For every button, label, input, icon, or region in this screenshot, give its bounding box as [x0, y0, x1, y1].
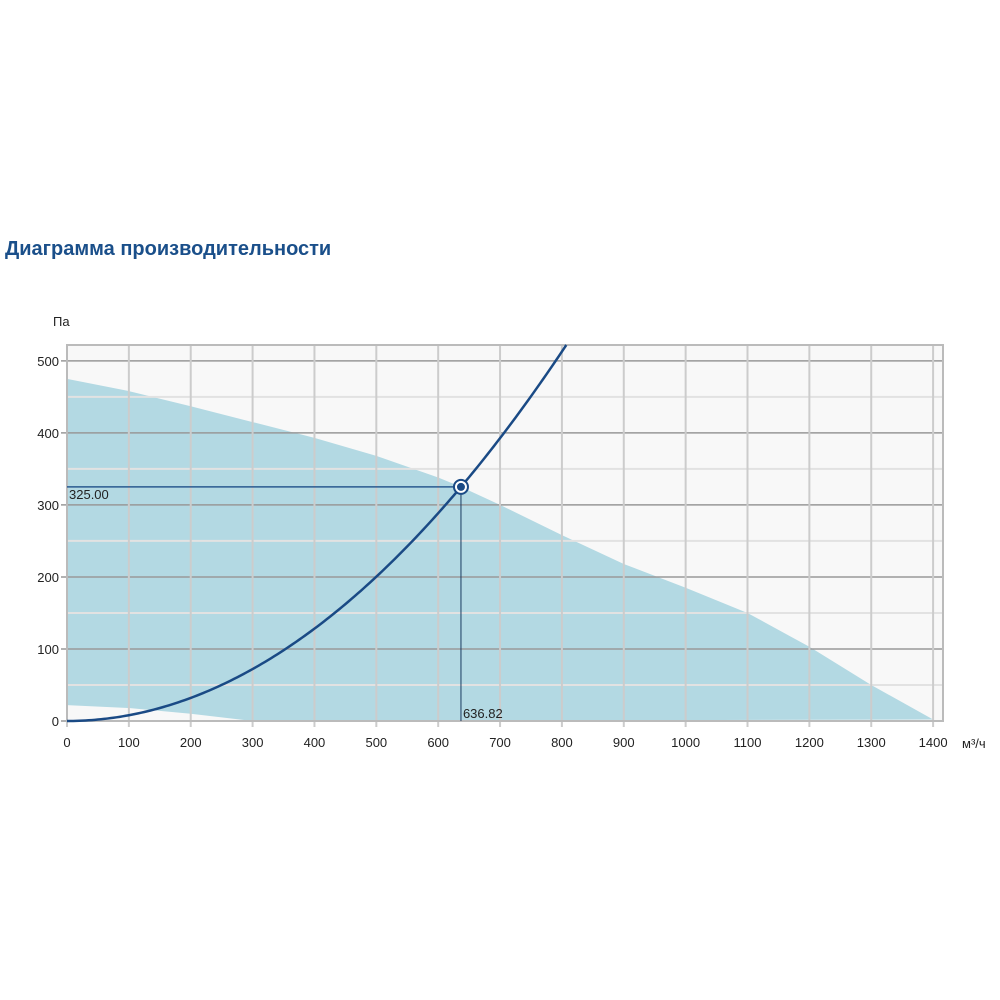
x-tick-label: 400	[304, 735, 326, 750]
x-tick-label: 0	[63, 735, 70, 750]
x-tick-label: 1000	[671, 735, 700, 750]
x-tick-label: 800	[551, 735, 573, 750]
x-tick-label: 1400	[919, 735, 948, 750]
operating-point-y-label: 325.00	[69, 487, 109, 502]
x-tick-label: 900	[613, 735, 635, 750]
chart-title: Диаграмма производительности	[5, 238, 332, 260]
x-tick-label: 1100	[734, 735, 762, 750]
x-tick-label: 200	[180, 735, 202, 750]
plot-border	[66, 344, 944, 722]
y-tick-label: 200	[37, 570, 59, 585]
system-curve	[66, 344, 568, 723]
operating-point-dot	[456, 482, 465, 491]
x-axis-label: м³/ч	[962, 736, 986, 751]
operating-point-x-label: 636.82	[463, 706, 503, 721]
x-tick-label: 500	[365, 735, 387, 750]
y-axis-label: Па	[53, 314, 70, 329]
y-tick-label: 400	[37, 426, 59, 441]
x-tick-label: 700	[489, 735, 511, 750]
x-tick-label: 600	[427, 735, 449, 750]
y-tick-label: 0	[52, 714, 59, 729]
x-tick-label: 1200	[795, 735, 824, 750]
y-tick-label: 500	[37, 354, 59, 369]
y-tick-label: 300	[37, 498, 59, 513]
y-tick-label: 100	[37, 642, 59, 657]
x-tick-label: 1300	[857, 735, 886, 750]
x-tick-label: 300	[242, 735, 264, 750]
x-tick-label: 100	[118, 735, 140, 750]
